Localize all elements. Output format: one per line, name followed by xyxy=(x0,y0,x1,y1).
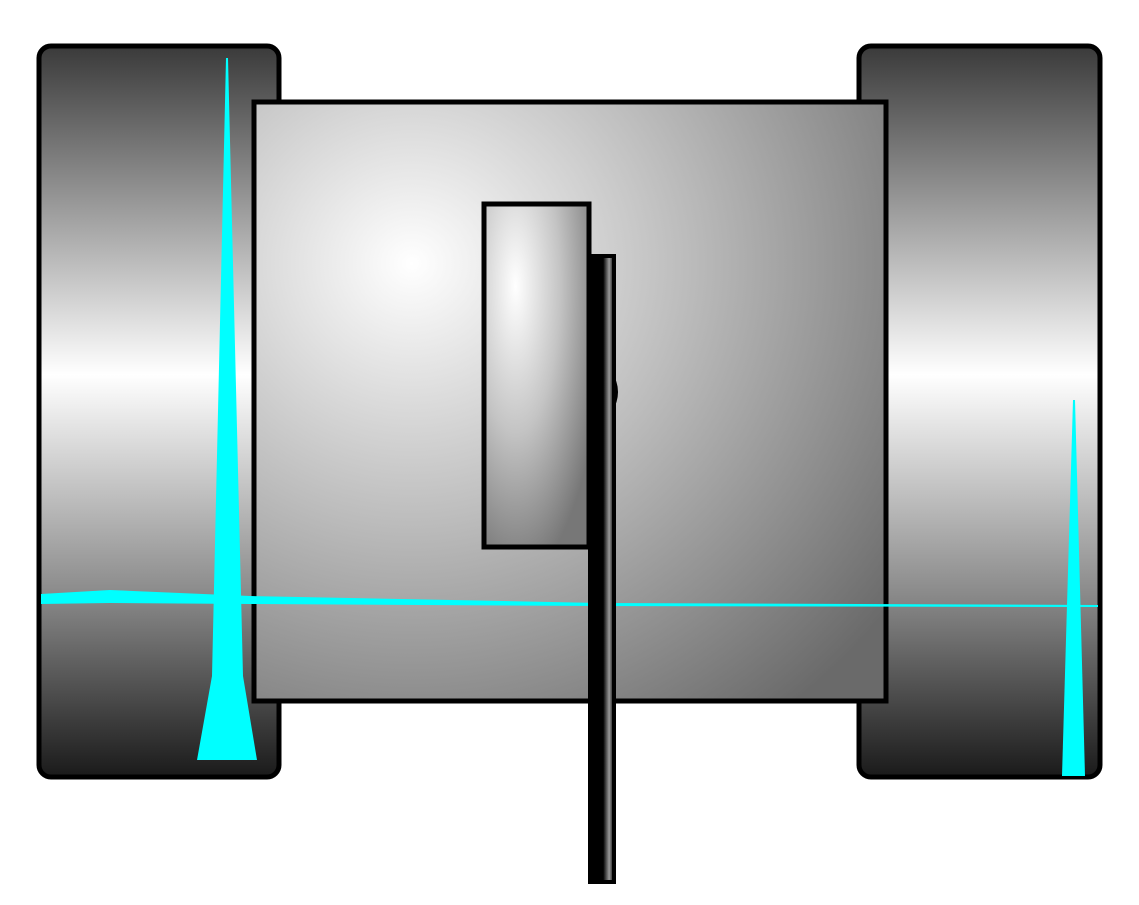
left-roller xyxy=(36,43,282,780)
cyan-spike-right xyxy=(1062,400,1085,776)
cyan-horizontal-line xyxy=(41,590,1098,607)
inner-window xyxy=(481,201,592,550)
vertical-rod xyxy=(588,254,616,884)
cyan-spike-left xyxy=(197,58,257,760)
right-roller xyxy=(856,43,1103,780)
